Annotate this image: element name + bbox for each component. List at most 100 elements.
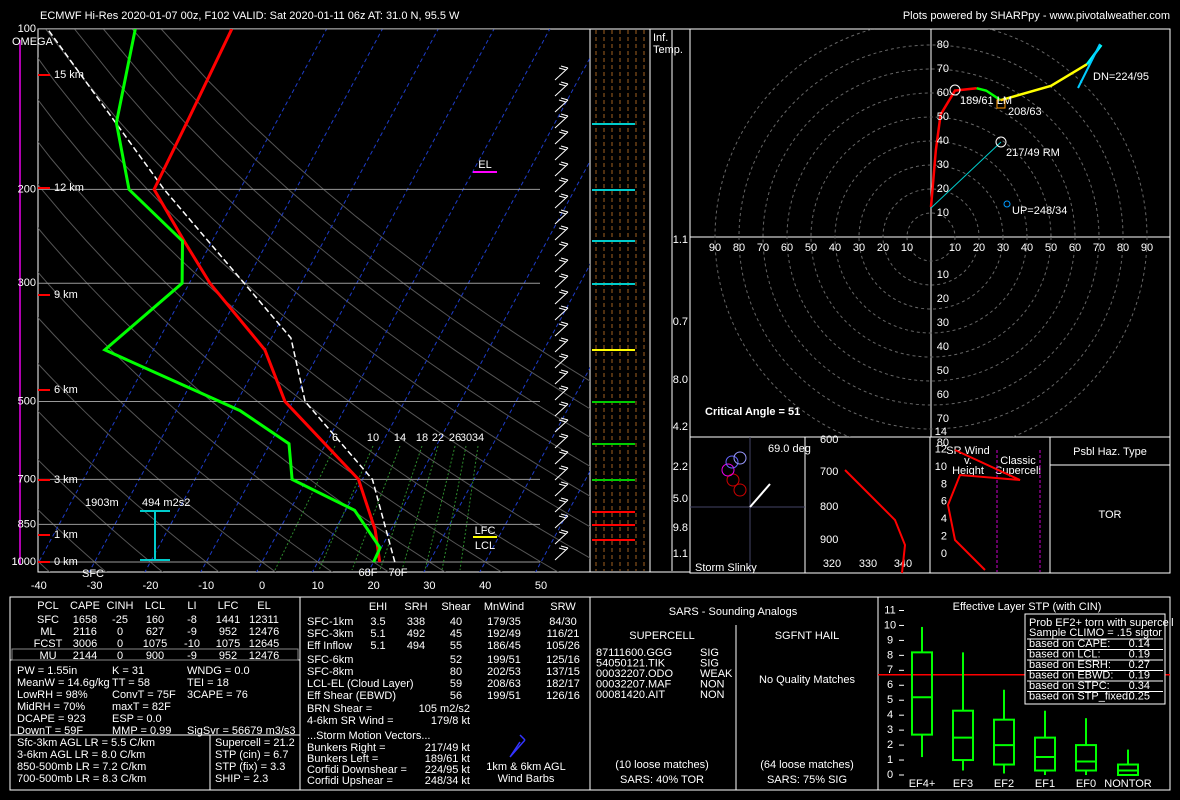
hodo-tick-label: 90 xyxy=(1141,242,1153,254)
inference-label: 4.2 xyxy=(673,421,688,433)
table-cell: 208/63 xyxy=(487,678,521,690)
dry-adiabat xyxy=(74,29,590,467)
dry-adiabat xyxy=(45,29,590,497)
mixing-ratio-line xyxy=(459,445,479,571)
hodo-ring xyxy=(906,212,956,262)
slinky-ring xyxy=(725,455,739,469)
height-label: 12 km xyxy=(54,182,84,194)
lapse-rate: 700-500mb LR = 8.3 C/km xyxy=(17,773,146,785)
hodo-tick-label: 40 xyxy=(1021,242,1033,254)
legend-text: based on ESRH: xyxy=(1029,659,1111,671)
index: maxT = 82F xyxy=(112,701,171,713)
y-tick-label: 3 xyxy=(887,724,893,736)
dewpoint-profile xyxy=(102,29,382,563)
table-cell: 59 xyxy=(450,678,462,690)
hodo-tick-label: 10 xyxy=(901,242,913,254)
credit: Plots powered by SHARPpy - www.pivotalwe… xyxy=(903,10,1170,22)
hodo-tick-label: 40 xyxy=(937,341,949,353)
table-cell: 55 xyxy=(450,640,462,652)
y-tick-label: 9 xyxy=(887,634,893,646)
sars-tag: NON xyxy=(700,689,725,701)
theta-profile xyxy=(844,469,907,574)
box xyxy=(952,709,974,762)
row-value: 224/95 kt xyxy=(425,764,470,776)
table-header: CINH xyxy=(107,600,134,612)
sars-match: 00081420.AIT xyxy=(596,689,665,701)
dry-adiabat xyxy=(38,141,559,572)
wind-barb xyxy=(554,513,569,529)
wind-barb xyxy=(554,369,569,385)
table-cell: 3.5 xyxy=(370,616,385,628)
wind-barb xyxy=(554,433,569,449)
inference-label: 2.2 xyxy=(673,461,688,473)
hodo-ring xyxy=(762,68,1100,406)
lapse-rate: 3-6km AGL LR = 8.0 C/km xyxy=(17,749,145,761)
sars-tag: WEAK xyxy=(700,668,733,680)
wind-barb xyxy=(554,65,569,81)
y-tick-label: 1 xyxy=(887,754,893,766)
hodo-ring xyxy=(786,92,1076,382)
theta-y-tick: 900 xyxy=(820,534,838,546)
y-tick-label: 100 xyxy=(18,23,36,35)
mean-marker xyxy=(996,99,1006,109)
inference-title: Inf. xyxy=(653,32,668,44)
x-tick-label: NONTOR xyxy=(1104,778,1152,790)
lm-label: 189/61 LM xyxy=(960,95,1012,107)
y-tick-label: 8 xyxy=(887,649,893,661)
table-cell: 1441 xyxy=(216,614,240,626)
table-header: SRH xyxy=(404,601,427,613)
y-tick-label: 200 xyxy=(18,183,36,195)
wind-barb xyxy=(554,193,569,209)
theta-y-tick: 700 xyxy=(820,466,838,478)
isotherm xyxy=(88,29,383,572)
table-header: LI xyxy=(187,600,196,612)
param: STP (cin) = 6.7 xyxy=(215,749,288,761)
wind-barb xyxy=(554,97,569,113)
critical-angle: Critical Angle = 51 xyxy=(705,406,800,418)
x-tick-label: 10 xyxy=(312,580,324,592)
x-tick-label: EF4+ xyxy=(909,778,936,790)
legend-value: 0.34 xyxy=(1129,680,1150,692)
table-cell: 192/49 xyxy=(487,628,521,640)
hodo-tick-label: 50 xyxy=(937,365,949,377)
table-cell: -9 xyxy=(187,650,197,662)
dewpoint-sfc: 68F xyxy=(359,567,378,579)
table-cell: 5.1 xyxy=(370,640,385,652)
srwind-title: SR Wind xyxy=(946,445,989,457)
hodo-ring xyxy=(738,44,1124,430)
up-marker xyxy=(1003,200,1011,208)
hodo-tick-label: 50 xyxy=(937,111,949,123)
hodo-ring xyxy=(834,140,1028,334)
sars-note: (64 loose matches) xyxy=(760,759,854,771)
omega-label: OMEGA xyxy=(12,36,54,48)
isotherm xyxy=(256,29,551,572)
table-cell: 40 xyxy=(450,616,462,628)
hodo-tick-label: 10 xyxy=(949,242,961,254)
temp-sfc: 70F xyxy=(389,567,408,579)
dry-adiabat xyxy=(38,227,446,572)
x-tick-label: EF1 xyxy=(1035,778,1055,790)
hodo-tick-label: 20 xyxy=(937,293,949,305)
temperature-profile xyxy=(152,29,382,563)
index: LowRH = 98% xyxy=(17,689,88,701)
table-cell: -8 xyxy=(187,614,197,626)
legend-text: based on LCL: xyxy=(1029,648,1101,660)
hodo-tick-label: 10 xyxy=(937,207,949,219)
x-tick-label: EF2 xyxy=(994,778,1014,790)
legend-text: based on STP_fixed: xyxy=(1029,690,1131,702)
srwind-y-tick: 4 xyxy=(941,513,947,525)
dry-adiabat xyxy=(38,183,503,572)
inference-label: 5.0 xyxy=(673,493,688,505)
srwind-y-tick: 2 xyxy=(941,531,947,543)
table-header: Shear xyxy=(441,601,471,613)
row-label: Corfidi Upshear = xyxy=(307,775,393,787)
mixing-ratio-label: 14 xyxy=(394,432,406,444)
table-cell: 2144 xyxy=(73,650,97,662)
legend-value: 0.19 xyxy=(1129,648,1150,660)
y-tick-label: 500 xyxy=(18,395,36,407)
lfc-label: LFC xyxy=(475,525,496,537)
box xyxy=(993,718,1015,766)
srwind-y-tick: 12 xyxy=(935,444,947,456)
table-cell: 494 xyxy=(407,640,425,652)
y-tick-label: 700 xyxy=(18,473,36,485)
